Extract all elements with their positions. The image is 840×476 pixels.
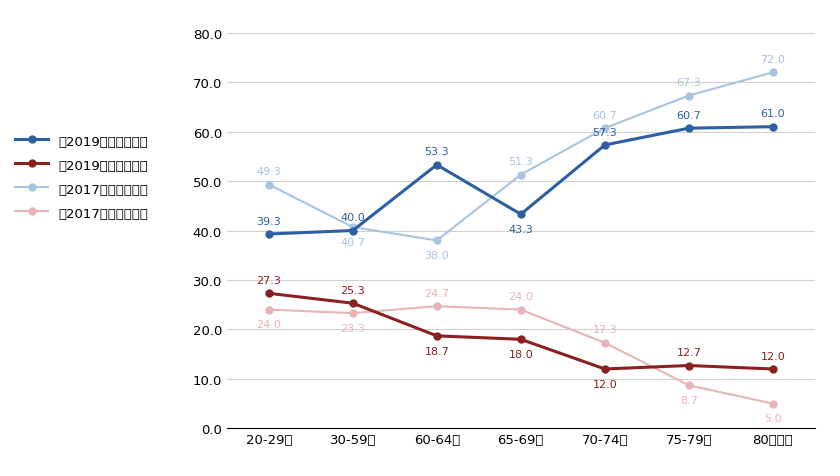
Text: 60.7: 60.7 — [676, 110, 701, 120]
Text: 27.3: 27.3 — [256, 276, 281, 286]
Text: 23.3: 23.3 — [340, 323, 365, 333]
Text: 24.7: 24.7 — [424, 288, 449, 298]
Text: 57.3: 57.3 — [592, 128, 617, 138]
Text: 5.0: 5.0 — [764, 414, 781, 424]
Text: 24.0: 24.0 — [256, 320, 281, 330]
Text: 67.3: 67.3 — [676, 78, 701, 88]
Text: 24.0: 24.0 — [508, 292, 533, 302]
Text: 12.0: 12.0 — [592, 379, 617, 389]
Text: 38.0: 38.0 — [424, 250, 449, 260]
Text: 43.3: 43.3 — [508, 225, 533, 235]
Text: 8.7: 8.7 — [680, 395, 698, 405]
Text: 18.0: 18.0 — [508, 349, 533, 359]
Text: 72.0: 72.0 — [760, 55, 785, 65]
Text: 49.3: 49.3 — [256, 167, 281, 177]
Text: 60.7: 60.7 — [592, 110, 617, 120]
Text: 40.7: 40.7 — [340, 237, 365, 247]
Text: 51.3: 51.3 — [508, 157, 533, 167]
Text: 12.7: 12.7 — [676, 347, 701, 357]
Legend: 、2019】自信がある, 、2019】自信がない, 、2017】自信がある, 、2017】自信がない: 、2019】自信がある, 、2019】自信がない, 、2017】自信がある, 、… — [10, 129, 154, 226]
Text: 18.7: 18.7 — [424, 346, 449, 356]
Text: 53.3: 53.3 — [424, 147, 449, 157]
Text: 17.3: 17.3 — [592, 325, 617, 335]
Text: 61.0: 61.0 — [760, 109, 785, 119]
Text: 25.3: 25.3 — [340, 285, 365, 295]
Text: 12.0: 12.0 — [760, 351, 785, 361]
Text: 39.3: 39.3 — [256, 216, 281, 226]
Text: 40.0: 40.0 — [340, 213, 365, 223]
